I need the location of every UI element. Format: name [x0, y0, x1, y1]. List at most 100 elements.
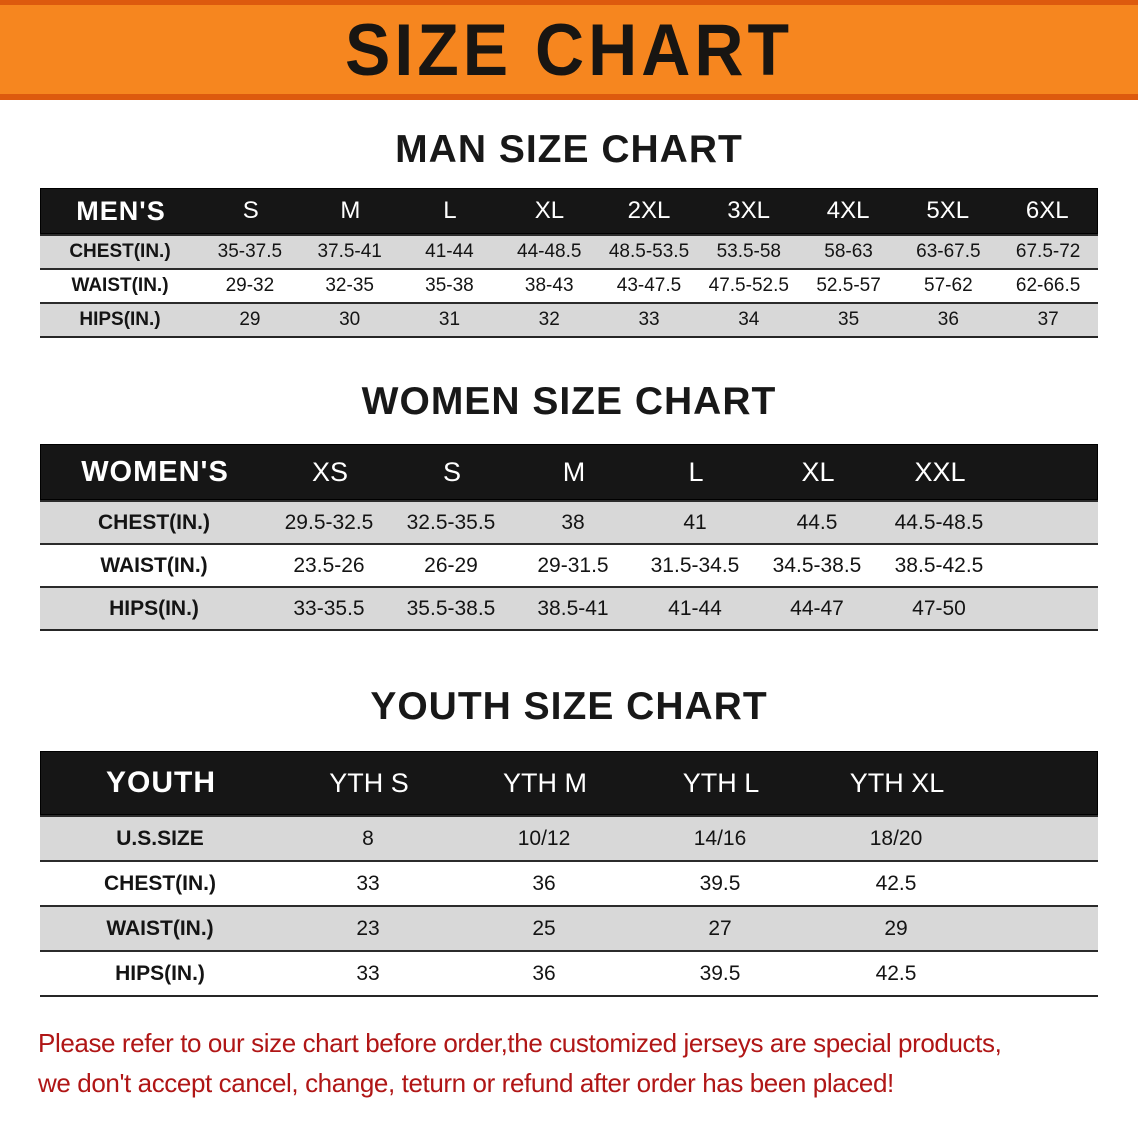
- column-header-cell: XL: [534, 197, 565, 224]
- value-cell: 38.5-42.5: [894, 553, 984, 577]
- size-chart-banner: SIZE CHART: [0, 0, 1138, 100]
- value-cell: 36: [532, 871, 556, 895]
- value-cell: 47-50: [912, 596, 966, 620]
- value-cell: 23: [356, 916, 380, 940]
- row-label-cell: HIPS(IN.): [115, 961, 205, 985]
- table-row: WAIST(IN.) 23 25 27 29: [40, 905, 1098, 950]
- row-label-cell: CHEST(IN.): [98, 510, 210, 534]
- value-cell: 26-29: [424, 553, 478, 577]
- column-header-cell: XS: [311, 456, 349, 487]
- table-row: WAIST(IN.) 29-32 32-35 35-38 38-43 43-47.5 47.…: [40, 268, 1098, 302]
- value-cell: 63-67.5: [916, 241, 981, 262]
- value-cell: 29-32: [225, 275, 275, 296]
- value-cell: 37: [1037, 309, 1059, 330]
- value-cell: 38-43: [524, 275, 574, 296]
- row-label-cell: WAIST(IN.): [71, 275, 169, 296]
- women-size-table: WOMEN'S XS S M L XL XXL CHEST(IN.) 29.5-32.5 32.5…: [40, 444, 1098, 631]
- value-cell: 35-38: [425, 275, 474, 296]
- value-cell: 27: [708, 916, 732, 940]
- column-header-cell: XXL: [914, 456, 966, 487]
- value-cell: 44-47: [790, 596, 844, 620]
- value-cell: 35: [838, 309, 860, 330]
- value-cell: 37.5-41: [317, 241, 382, 262]
- table-row: CHEST(IN.) 35-37.5 37.5-41 41-44 44-48.5 48.5…: [40, 234, 1098, 268]
- value-cell: 38.5-41: [537, 596, 609, 620]
- row-label-cell: HIPS(IN.): [109, 596, 199, 620]
- row-label-cell: HIPS(IN.): [79, 309, 161, 330]
- table-title-cell: WOMEN'S: [81, 455, 229, 488]
- youth-size-table: YOUTH YTH S YTH M YTH L YTH XL U.S.SIZE 8 10/12…: [40, 751, 1098, 997]
- value-cell: 57-62: [924, 275, 973, 296]
- column-header-cell: YTH XL: [849, 767, 945, 798]
- value-cell: 31.5-34.5: [650, 553, 740, 577]
- value-cell: 8: [362, 826, 374, 850]
- column-header-cell: L: [443, 197, 457, 224]
- value-cell: 41: [683, 510, 707, 534]
- row-label-cell: WAIST(IN.): [106, 916, 214, 940]
- value-cell: 48.5-53.5: [608, 241, 690, 262]
- value-cell: 23.5-26: [293, 553, 365, 577]
- value-cell: 32.5-35.5: [406, 510, 496, 534]
- footer-disclaimer: Please refer to our size chart before or…: [38, 1023, 1100, 1104]
- section-heading-man: MAN SIZE CHART: [395, 128, 743, 171]
- value-cell: 30: [339, 309, 361, 330]
- value-cell: 42.5: [875, 871, 917, 895]
- column-header-cell: S: [242, 197, 259, 224]
- value-cell: 10/12: [517, 826, 571, 850]
- column-header-cell: M: [340, 197, 361, 224]
- section-heading-women: WOMEN SIZE CHART: [361, 380, 777, 423]
- table-row: HIPS(IN.) 29 30 31 32 33 34 35 36 37: [40, 302, 1098, 336]
- column-header-cell: M: [562, 456, 586, 487]
- value-cell: 43-47.5: [616, 275, 682, 296]
- column-header-cell: YTH M: [503, 767, 587, 798]
- banner-title: SIZE CHART: [345, 8, 793, 91]
- value-cell: 52.5-57: [816, 275, 881, 296]
- value-cell: 33: [356, 871, 380, 895]
- column-header-cell: 6XL: [1025, 197, 1069, 224]
- column-header-cell: YTH L: [682, 767, 760, 798]
- value-cell: 44.5: [796, 510, 838, 534]
- table-title-cell: MEN'S: [76, 195, 166, 226]
- value-cell: 18/20: [869, 826, 923, 850]
- row-label-cell: CHEST(IN.): [69, 241, 171, 262]
- value-cell: 47.5-52.5: [708, 275, 789, 296]
- footer-disclaimer-line1: Please refer to our size chart before or…: [38, 1028, 1002, 1058]
- column-header-cell: S: [442, 456, 461, 487]
- value-cell: 31: [438, 309, 461, 330]
- value-cell: 34.5-38.5: [772, 553, 862, 577]
- value-cell: 36: [937, 309, 959, 330]
- value-cell: 53.5-58: [716, 241, 782, 262]
- value-cell: 39.5: [699, 871, 741, 895]
- value-cell: 29: [239, 309, 261, 330]
- value-cell: 62-66.5: [1015, 275, 1081, 296]
- value-cell: 32-35: [325, 275, 374, 296]
- footer-disclaimer-line2: we don't accept cancel, change, teturn o…: [38, 1068, 894, 1099]
- column-header-cell: L: [688, 456, 704, 487]
- value-cell: 42.5: [875, 961, 917, 985]
- table-row: CHEST(IN.) 29.5-32.5 32.5-35.5 38 41 44.5 44.5…: [40, 500, 1098, 543]
- column-header-cell: 4XL: [826, 197, 870, 224]
- table-header-row: WOMEN'S XS S M L XL XXL: [40, 444, 1098, 500]
- table-header-row: YOUTH YTH S YTH M YTH L YTH XL: [40, 751, 1098, 815]
- table-row: CHEST(IN.) 33 36 39.5 42.5: [40, 860, 1098, 905]
- value-cell: 32: [538, 309, 560, 330]
- value-cell: 33: [638, 309, 660, 330]
- value-cell: 35-37.5: [217, 241, 283, 262]
- row-label-cell: U.S.SIZE: [116, 826, 204, 850]
- value-cell: 35.5-38.5: [406, 596, 496, 620]
- column-header-cell: YTH S: [329, 767, 409, 798]
- value-cell: 33-35.5: [293, 596, 365, 620]
- value-cell: 58-63: [824, 241, 873, 262]
- column-header-cell: 3XL: [727, 197, 770, 224]
- table-row: HIPS(IN.) 33 36 39.5 42.5: [40, 950, 1098, 995]
- value-cell: 67.5-72: [1015, 241, 1081, 262]
- row-label-cell: CHEST(IN.): [104, 871, 216, 895]
- value-cell: 34: [738, 309, 760, 330]
- table-header-row: MEN'S S M L XL 2XL 3XL 4XL 5XL 6XL: [40, 188, 1098, 234]
- row-label-cell: WAIST(IN.): [100, 553, 208, 577]
- value-cell: 38: [561, 510, 585, 534]
- value-cell: 29: [884, 916, 908, 940]
- value-cell: 14/16: [693, 826, 747, 850]
- value-cell: 36: [532, 961, 556, 985]
- column-header-cell: 2XL: [627, 197, 671, 224]
